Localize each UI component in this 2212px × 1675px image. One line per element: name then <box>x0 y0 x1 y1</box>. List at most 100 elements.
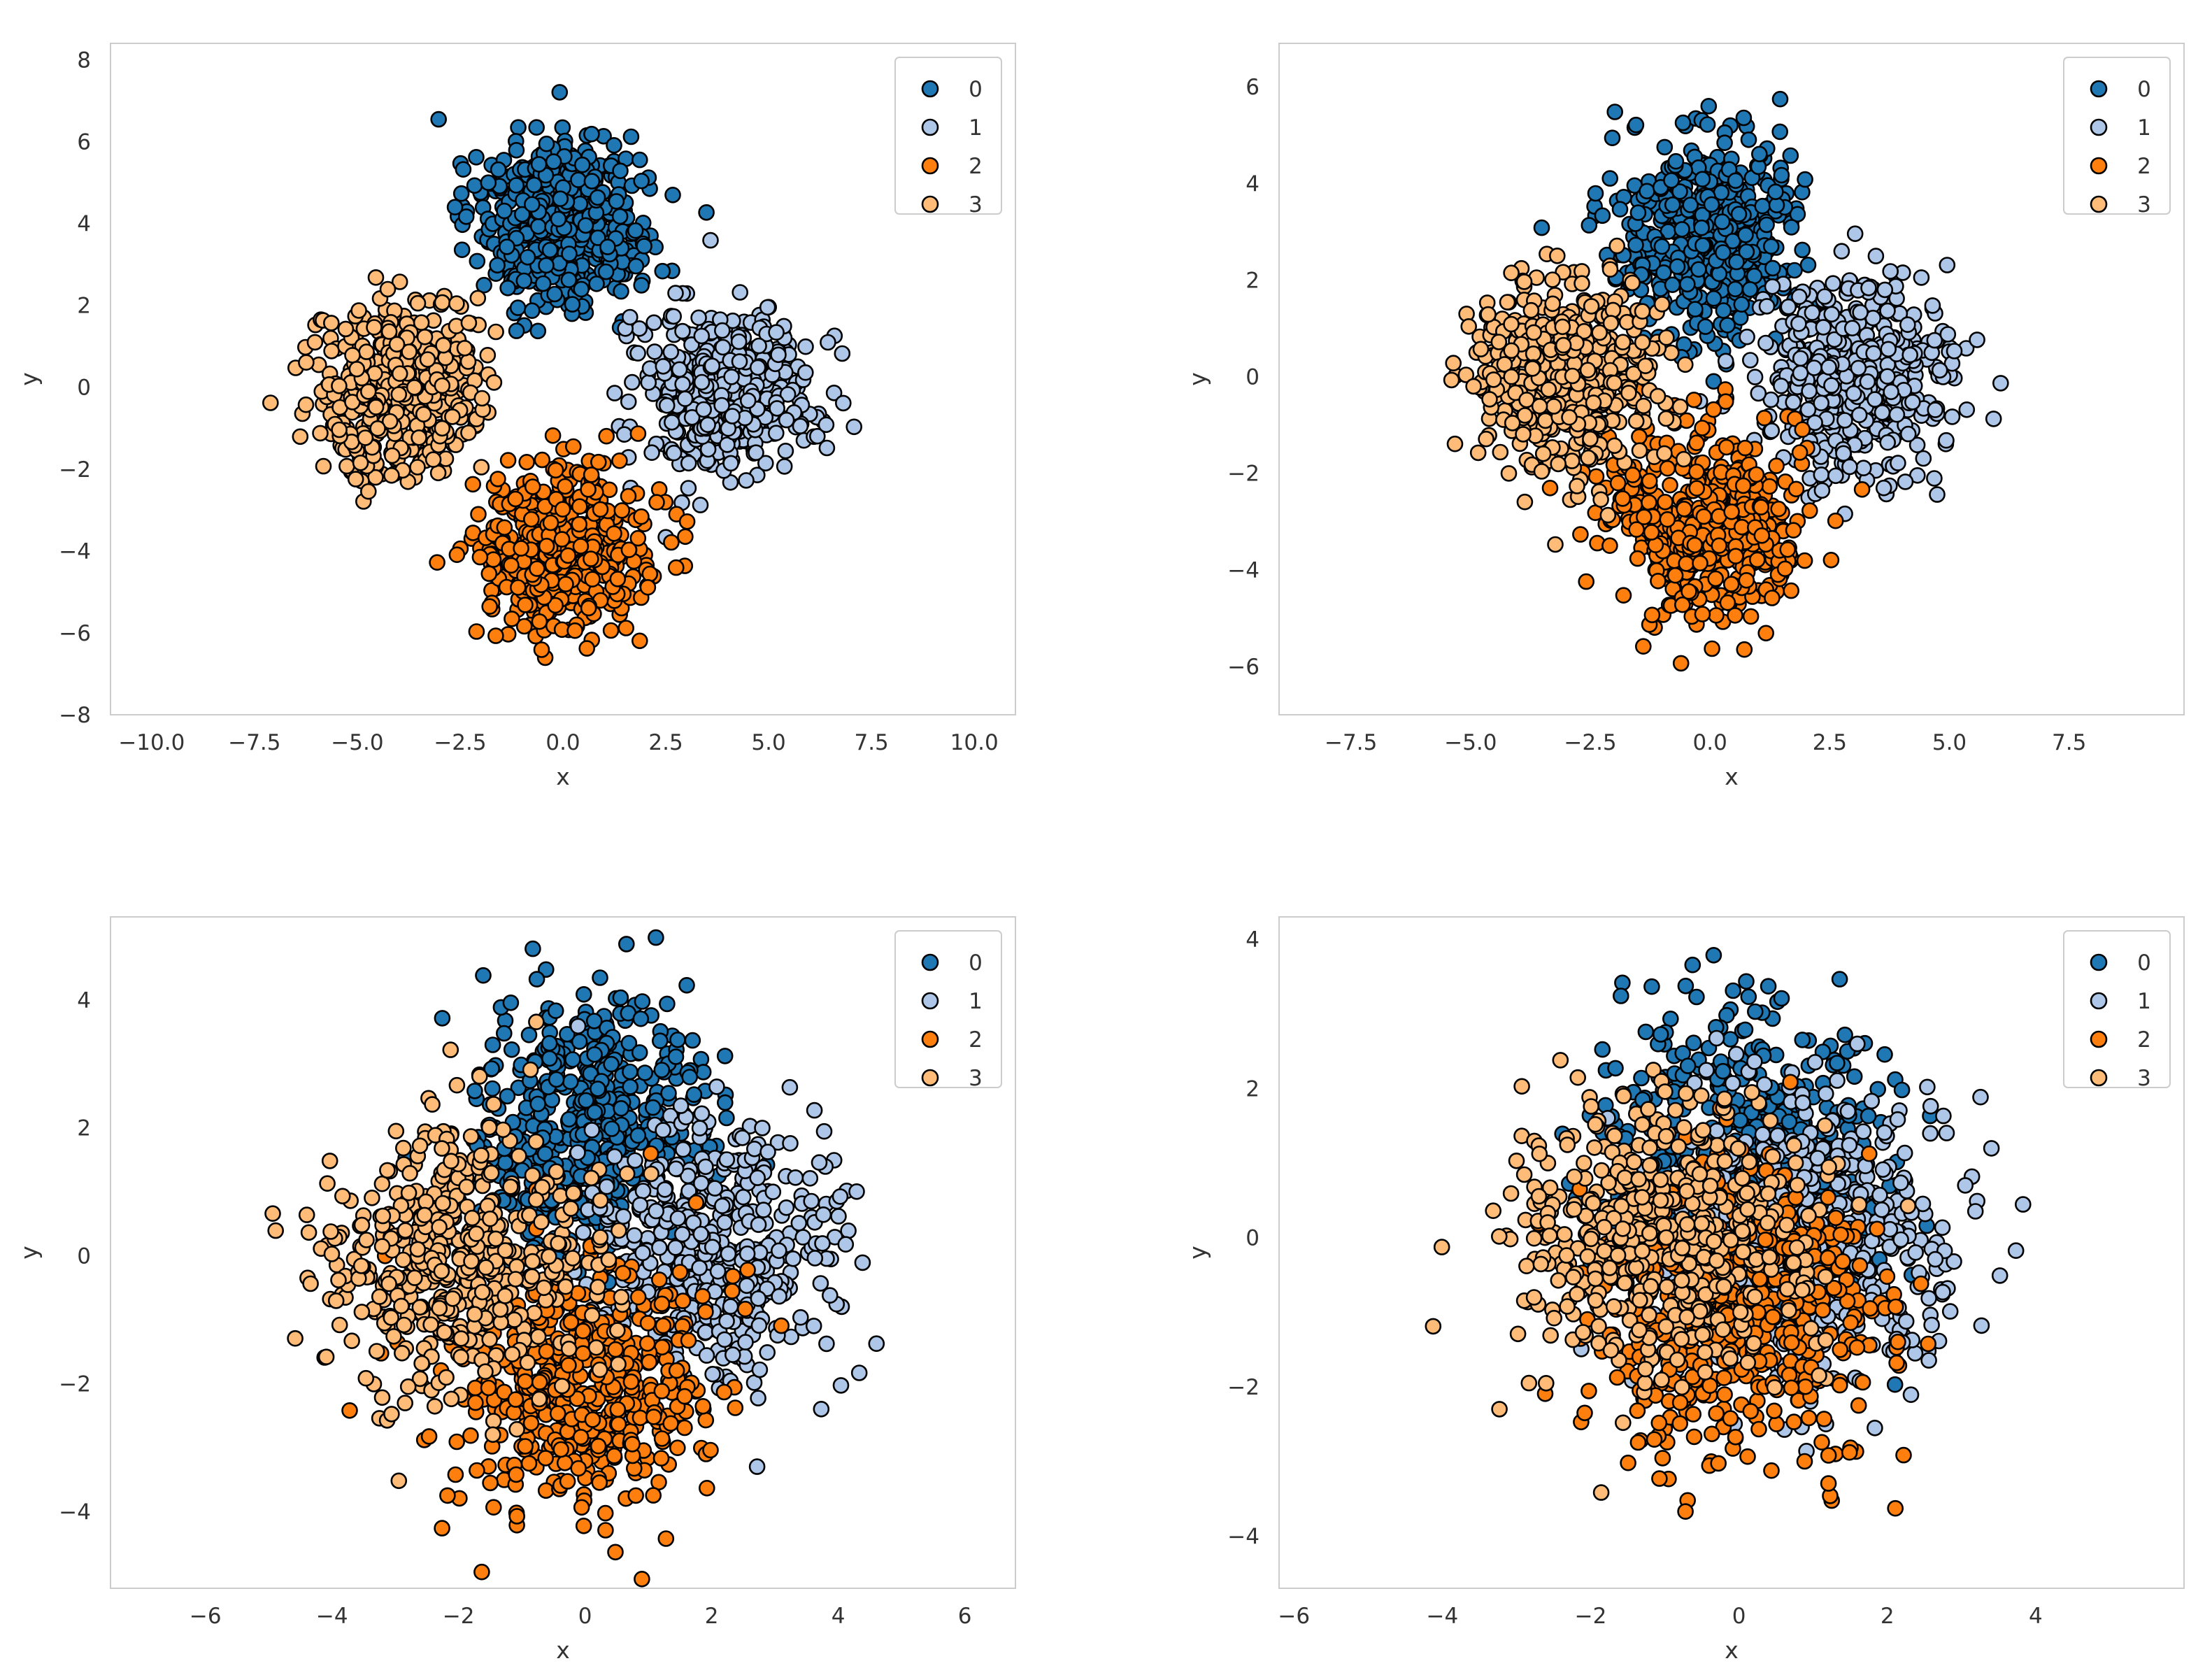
scatter-point <box>1985 411 2002 427</box>
scatter-point <box>1614 490 1632 507</box>
x-axis-label: x <box>1725 763 1739 790</box>
scatter-point <box>1915 450 1932 467</box>
scatter-point <box>1564 452 1580 469</box>
scatter-point <box>560 1111 578 1128</box>
scatter-point <box>1601 537 1618 555</box>
scatter-point <box>1771 123 1788 141</box>
scatter-point <box>1635 397 1652 415</box>
scatter-point <box>508 322 525 339</box>
scatter-point <box>1939 326 1957 343</box>
scatter-point <box>561 245 578 262</box>
scatter-point <box>1846 225 1864 243</box>
scatter-point <box>298 354 315 371</box>
scatter-point <box>1876 281 1894 299</box>
scatter-point <box>1780 298 1797 315</box>
scatter-point <box>1602 315 1620 332</box>
scatter-point <box>572 538 590 555</box>
scatter-point <box>487 627 504 644</box>
scatter-point <box>665 308 683 325</box>
scatter-point <box>571 498 588 515</box>
scatter-point <box>1719 317 1736 334</box>
scatter-point <box>627 257 645 275</box>
scatter-point <box>1685 391 1703 408</box>
scatter-point <box>1550 455 1567 473</box>
scatter-point <box>1825 275 1841 292</box>
scatter-point <box>1469 444 1487 462</box>
scatter-point <box>1779 541 1796 558</box>
scatter-point <box>1764 590 1781 606</box>
scatter-point <box>634 993 651 1010</box>
scatter-point <box>1657 410 1675 427</box>
scatter-point <box>1472 341 1490 358</box>
scatter-point <box>406 379 423 396</box>
scatter-point <box>792 418 809 435</box>
scatter-point <box>597 263 615 280</box>
scatter-point <box>1594 207 1611 224</box>
scatter-point <box>315 457 332 475</box>
scatter-point <box>1443 371 1460 389</box>
legend-label: 1 <box>969 115 983 141</box>
scatter-point <box>667 1048 685 1065</box>
scatter-point <box>770 346 787 364</box>
scatter-point <box>850 1364 868 1381</box>
scatter-point <box>1446 435 1464 452</box>
scatter-point <box>718 1313 735 1330</box>
scatter-point <box>1879 434 1896 451</box>
scatter-point <box>1485 371 1502 388</box>
scatter-point <box>1601 261 1619 278</box>
scatter-point <box>1629 550 1646 567</box>
scatter-point <box>646 343 663 360</box>
scatter-point <box>1753 499 1769 516</box>
scatter-point <box>434 377 451 394</box>
scatter-point <box>415 406 432 423</box>
scatter-point <box>1767 183 1784 201</box>
scatter-point <box>645 314 662 332</box>
scatter-point <box>541 1034 558 1052</box>
scatter-point <box>1739 328 1755 345</box>
scatter-point <box>735 1188 752 1206</box>
scatter-point <box>1531 397 1548 415</box>
scatter-point <box>840 1223 857 1239</box>
scatter-point <box>1478 430 1494 448</box>
scatter-point <box>832 1377 850 1394</box>
scatter-point <box>1445 355 1462 372</box>
scatter-point <box>583 125 600 143</box>
scatter-point <box>1656 445 1673 462</box>
scatter-point <box>570 171 587 189</box>
x-tick-label: −7.5 <box>228 730 280 755</box>
scatter-point <box>683 408 701 426</box>
scatter-point <box>1544 271 1561 288</box>
scatter-point <box>1730 206 1748 222</box>
x-axis-label: x <box>556 763 570 790</box>
scatter-point <box>634 1183 652 1199</box>
y-tick-label: 8 <box>77 48 91 73</box>
scatter-point <box>606 385 623 401</box>
scatter-point <box>697 1324 714 1341</box>
scatter-point <box>480 174 497 192</box>
scatter-point <box>1813 482 1831 499</box>
scatter-point <box>1754 197 1771 215</box>
scatter-point <box>599 238 616 255</box>
scatter-point <box>1649 387 1667 405</box>
scatter-point <box>1804 304 1821 321</box>
scatter-point <box>507 490 524 508</box>
scatter-point <box>1564 367 1581 385</box>
scatter-point <box>564 296 581 313</box>
scatter-point <box>502 995 520 1011</box>
scatter-point <box>1667 152 1685 170</box>
scatter-point <box>598 427 615 445</box>
scatter-point <box>559 547 577 564</box>
scatter-point <box>685 1086 703 1103</box>
scatter-point <box>1715 302 1732 319</box>
scatter-point <box>754 1120 771 1136</box>
scatter-point <box>820 334 836 351</box>
scatter-point <box>669 1210 687 1227</box>
scatter-point <box>1823 377 1840 394</box>
scatter-point <box>547 1002 564 1019</box>
scatter-point <box>564 1051 581 1068</box>
scatter-point <box>1540 381 1557 398</box>
scatter-point <box>580 481 597 498</box>
scatter-point <box>1740 131 1757 148</box>
scatter-point <box>1580 217 1598 234</box>
scatter-point <box>690 309 707 327</box>
